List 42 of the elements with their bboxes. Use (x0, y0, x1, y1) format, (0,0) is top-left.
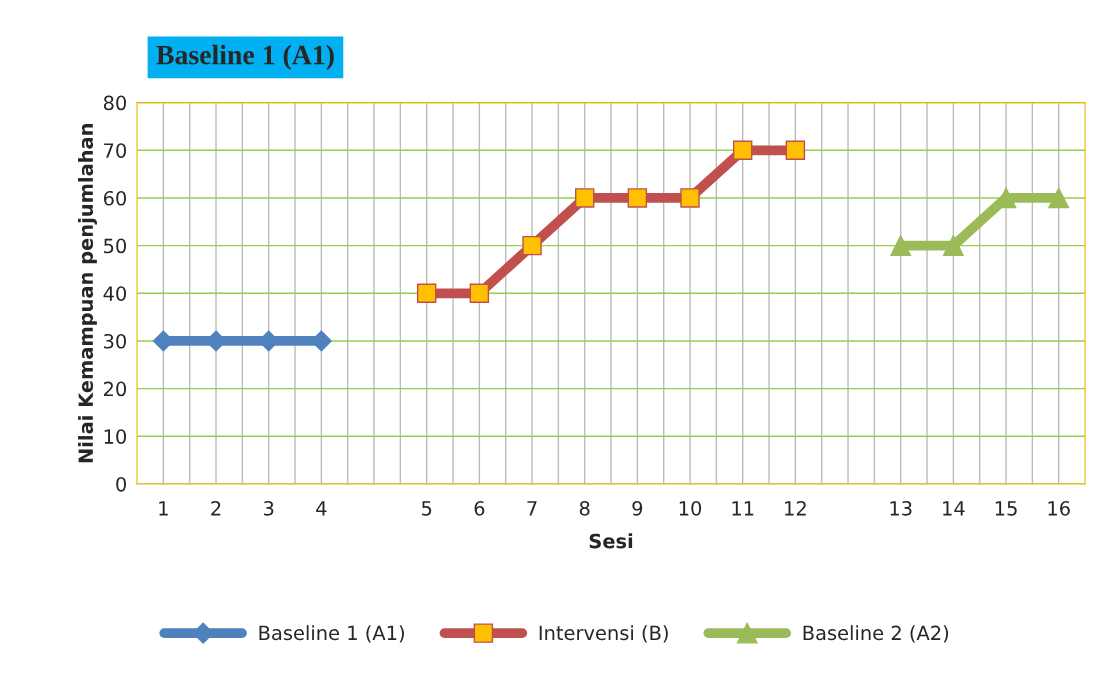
point (942, 235, 964, 257)
y-tick-label: 10 (104, 429, 127, 444)
chart-title: Baseline 1 (A1) (156, 44, 334, 71)
x-tick-label: 10 (679, 500, 702, 516)
point (469, 283, 490, 304)
y-tick-label: 40 (103, 286, 127, 301)
point (627, 188, 648, 208)
x-tick-label: 8 (579, 500, 590, 516)
y-tick-label: 50 (104, 238, 127, 254)
point (1048, 187, 1070, 209)
x-tick-label: 13 (890, 500, 912, 516)
x-axis-title: Sesi (589, 533, 633, 549)
y-tick-label: 30 (104, 333, 127, 349)
x-tick-label: 6 (474, 500, 485, 516)
y-tick-label: 60 (103, 190, 127, 206)
x-tick-label: 7 (527, 501, 537, 516)
legend-label: Baseline 2 (A2) (803, 625, 949, 643)
legend-label: Baseline 1 (A1) (259, 625, 404, 643)
x-tick-label: 11 (732, 501, 754, 516)
x-tick-label: 2 (211, 500, 221, 516)
x-tick-label: 4 (316, 501, 327, 516)
x-tick-label: 3 (263, 500, 274, 516)
point (574, 188, 595, 208)
x-tick-label: 5 (422, 501, 432, 516)
point (680, 188, 700, 208)
y-axis-title: Nilai Kemampuan penjumlahan (78, 124, 97, 463)
x-tick-label: 14 (943, 501, 965, 516)
legend-label: Intervensi (B) (539, 625, 668, 643)
x-tick-label: 15 (995, 501, 1017, 516)
point (416, 283, 437, 304)
y-tick-label: 0 (116, 476, 127, 492)
point (785, 140, 806, 160)
point (890, 235, 912, 257)
point (732, 140, 753, 160)
y-tick-label: 70 (104, 143, 127, 158)
x-tick-label: 12 (785, 500, 806, 516)
y-tick-label: 80 (103, 95, 127, 111)
point (522, 235, 542, 256)
x-tick-label: 16 (1048, 500, 1070, 516)
x-tick-label: 9 (632, 500, 643, 516)
y-tick-label: 20 (103, 381, 127, 397)
x-tick-label: 1 (159, 501, 168, 516)
